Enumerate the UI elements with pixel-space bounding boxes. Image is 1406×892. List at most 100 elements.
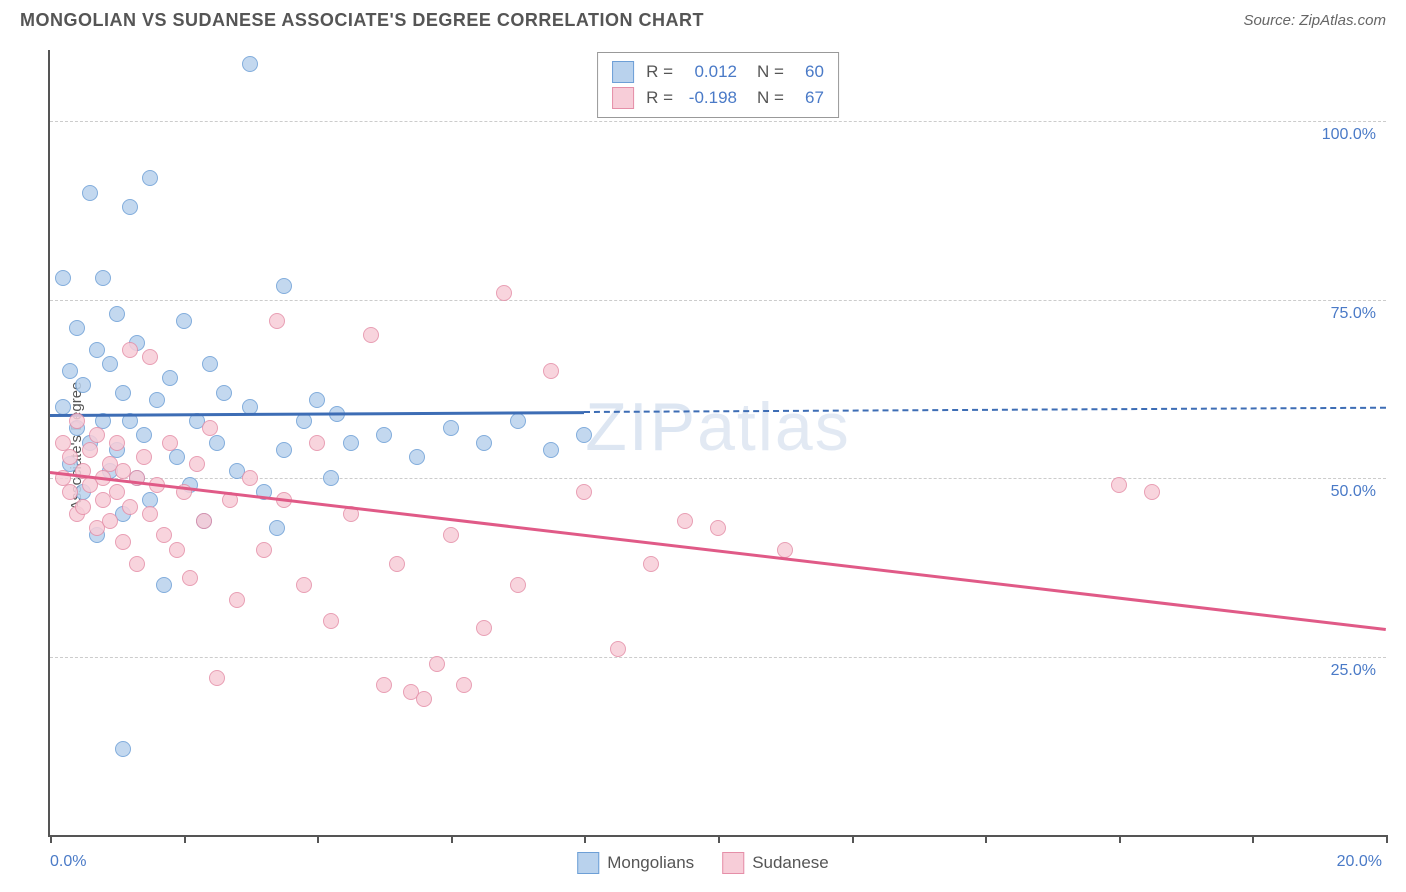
- data-point: [189, 456, 205, 472]
- correlation-legend: R =0.012N =60R =-0.198N =67: [597, 52, 839, 118]
- legend-swatch: [722, 852, 744, 874]
- data-point: [309, 435, 325, 451]
- data-point: [136, 449, 152, 465]
- data-point: [115, 385, 131, 401]
- data-point: [196, 513, 212, 529]
- data-point: [149, 392, 165, 408]
- x-tick: [184, 835, 186, 843]
- data-point: [62, 363, 78, 379]
- data-point: [256, 542, 272, 558]
- data-point: [75, 377, 91, 393]
- data-point: [363, 327, 379, 343]
- legend-swatch: [612, 61, 634, 83]
- data-point: [169, 542, 185, 558]
- data-point: [456, 677, 472, 693]
- data-point: [122, 342, 138, 358]
- legend-row: R =0.012N =60: [612, 59, 824, 85]
- data-point: [55, 270, 71, 286]
- data-point: [82, 185, 98, 201]
- data-point: [69, 413, 85, 429]
- watermark-text: ZIPatlas: [585, 388, 850, 466]
- data-point: [115, 534, 131, 550]
- data-point: [323, 613, 339, 629]
- x-tick-label: 0.0%: [50, 853, 86, 871]
- data-point: [122, 499, 138, 515]
- data-point: [142, 506, 158, 522]
- x-tick: [1119, 835, 1121, 843]
- data-point: [416, 691, 432, 707]
- data-point: [476, 435, 492, 451]
- data-point: [269, 520, 285, 536]
- data-point: [209, 670, 225, 686]
- legend-r-value: -0.198: [681, 88, 737, 108]
- data-point: [296, 577, 312, 593]
- data-point: [69, 320, 85, 336]
- gridline: [50, 300, 1386, 301]
- x-tick: [1386, 835, 1388, 843]
- legend-item: Sudanese: [722, 852, 829, 874]
- data-point: [122, 199, 138, 215]
- x-tick: [451, 835, 453, 843]
- data-point: [129, 556, 145, 572]
- x-tick: [718, 835, 720, 843]
- y-tick-label: 75.0%: [1331, 305, 1376, 323]
- chart-header: MONGOLIAN VS SUDANESE ASSOCIATE'S DEGREE…: [0, 0, 1406, 39]
- y-tick-label: 25.0%: [1331, 662, 1376, 680]
- data-point: [162, 370, 178, 386]
- data-point: [136, 427, 152, 443]
- data-point: [242, 56, 258, 72]
- data-point: [409, 449, 425, 465]
- data-point: [216, 385, 232, 401]
- data-point: [276, 278, 292, 294]
- data-point: [169, 449, 185, 465]
- x-tick: [584, 835, 586, 843]
- x-tick: [50, 835, 52, 843]
- data-point: [476, 620, 492, 636]
- data-point: [429, 656, 445, 672]
- data-point: [543, 363, 559, 379]
- legend-n-value: 67: [792, 88, 824, 108]
- data-point: [1144, 484, 1160, 500]
- data-point: [496, 285, 512, 301]
- legend-n-label: N =: [757, 62, 784, 82]
- legend-item: Mongolians: [577, 852, 694, 874]
- legend-swatch: [577, 852, 599, 874]
- regression-line: [50, 411, 584, 416]
- legend-swatch: [612, 87, 634, 109]
- data-point: [202, 420, 218, 436]
- data-point: [89, 427, 105, 443]
- data-point: [343, 435, 359, 451]
- data-point: [182, 570, 198, 586]
- data-point: [202, 356, 218, 372]
- data-point: [162, 435, 178, 451]
- legend-n-value: 60: [792, 62, 824, 82]
- data-point: [1111, 477, 1127, 493]
- data-point: [296, 413, 312, 429]
- data-point: [55, 399, 71, 415]
- data-point: [109, 435, 125, 451]
- data-point: [543, 442, 559, 458]
- data-point: [156, 577, 172, 593]
- gridline: [50, 657, 1386, 658]
- data-point: [376, 427, 392, 443]
- x-tick: [852, 835, 854, 843]
- x-tick: [317, 835, 319, 843]
- data-point: [142, 349, 158, 365]
- data-point: [510, 577, 526, 593]
- data-point: [710, 520, 726, 536]
- data-point: [156, 527, 172, 543]
- y-tick-label: 100.0%: [1322, 126, 1376, 144]
- data-point: [510, 413, 526, 429]
- data-point: [229, 592, 245, 608]
- data-point: [109, 484, 125, 500]
- data-point: [276, 442, 292, 458]
- data-point: [643, 556, 659, 572]
- data-point: [176, 313, 192, 329]
- x-tick-label: 20.0%: [1337, 853, 1382, 871]
- data-point: [102, 356, 118, 372]
- chart-source: Source: ZipAtlas.com: [1243, 12, 1386, 29]
- data-point: [443, 420, 459, 436]
- data-point: [309, 392, 325, 408]
- data-point: [95, 270, 111, 286]
- legend-r-label: R =: [646, 88, 673, 108]
